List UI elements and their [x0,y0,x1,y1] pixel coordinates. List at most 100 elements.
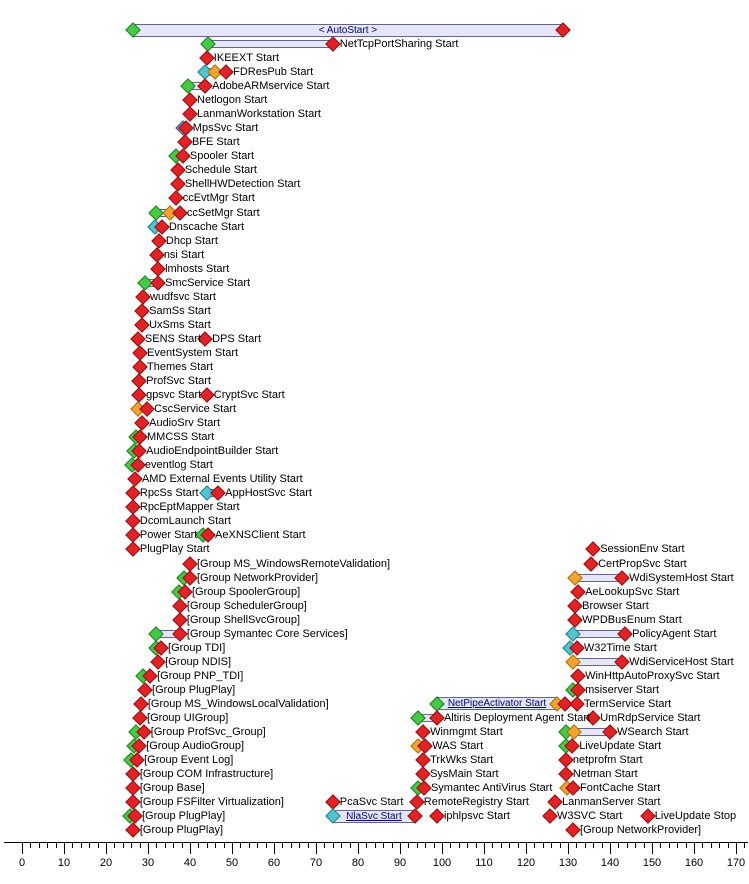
axis-minor-tick [593,843,595,848]
axis-major-tick [568,843,569,854]
axis-major-tick [106,843,107,854]
event-label: gpsvc Start [146,388,202,401]
event-label: NetTcpPortSharing Start [339,37,459,50]
axis-major-tick [232,843,233,854]
axis-tick-label: 120 [516,857,536,869]
axis-minor-tick [114,843,116,848]
event-label: netprofm Start [572,753,643,766]
axis-minor-tick [542,843,544,848]
event-label: [Group Base] [139,781,205,794]
axis-tick-label: 50 [225,857,239,869]
duration-bar[interactable]: NetPipeActivator Start [436,697,558,711]
axis-major-tick [442,843,443,854]
event-label: SENS Start [144,332,202,345]
event-label: SamSs Start [149,304,211,317]
axis-tick-label: 150 [642,857,662,869]
event-label: LiveUpdate Stop [654,809,737,822]
axis-minor-tick [282,843,284,848]
axis-minor-tick [248,843,250,848]
axis-minor-tick [223,843,225,848]
event-label: PcaSvc Start [339,795,404,808]
axis-major-tick [22,843,23,854]
axis-minor-tick [433,843,435,848]
axis-tick-label: 90 [393,857,407,869]
axis-minor-tick [215,843,217,848]
event-label: CertPropSvc Start [598,557,687,570]
axis-minor-tick [173,843,175,848]
axis-tick-label: 20 [99,857,113,869]
event-label: AudioSrv Start [149,416,221,429]
axis-minor-tick [391,843,393,848]
event-label: Dnscache Start [168,220,245,233]
axis-tick-label: 10 [57,857,71,869]
event-label: Browser Start [582,599,649,612]
event-label: AeXNSClient Start [215,529,306,542]
axis-minor-tick [332,843,334,848]
event-label: [Group SchedulerGroup] [186,599,307,612]
event-label: PlugPlay Start [139,543,210,556]
axis-minor-tick [374,843,376,848]
event-label: iphlpsvc Start [443,809,510,822]
event-label: WSearch Start [617,725,689,738]
event-label: [Group AudioGroup] [146,739,245,752]
event-label: ccEvtMgr Start [182,192,255,205]
event-label: WdiServiceHost Start [629,655,734,668]
bar-link-label[interactable]: NlaSvc Start [346,810,402,822]
axis-minor-tick [677,843,679,848]
axis-minor-tick [458,843,460,848]
event-label: Altiris Deployment Agent Start [443,711,591,724]
axis-minor-tick [685,843,687,848]
axis-minor-tick [500,843,502,848]
axis-tick-label: 0 [18,857,26,869]
axis-minor-tick [416,843,418,848]
event-label: [Group Symantec Core Services] [186,627,348,640]
event-label: [Group PlugPlay] [141,809,226,822]
event-label: WinHttpAutoProxySvc Start [585,669,720,682]
axis-minor-tick [89,843,91,848]
duration-bar[interactable]: < AutoStart > [132,23,563,37]
axis-minor-tick [349,843,351,848]
bar-link-label[interactable]: NetPipeActivator Start [447,698,547,710]
event-label: [Group TDI] [168,641,226,654]
axis-minor-tick [198,843,200,848]
event-label: DPS Start [212,332,262,345]
event-label: LanmanServer Start [561,795,661,808]
event-label: W32Time Start [583,641,657,654]
axis-tick-label: 100 [432,857,452,869]
event-label: msiserver Start [585,683,660,696]
axis-minor-tick [635,843,637,848]
axis-minor-tick [492,843,494,848]
event-label: ProfSvc Start [146,374,211,387]
event-label: RemoteRegistry Start [423,795,529,808]
event-label: EventSystem Start [147,346,239,359]
event-label: BFE Start [191,136,240,149]
axis-major-tick [190,843,191,854]
axis-minor-tick [181,843,183,848]
event-label: DcomLaunch Start [139,515,231,528]
axis-minor-tick [122,843,124,848]
event-label: LanmanWorkstation Start [197,107,321,120]
axis-tick-label: 80 [351,857,365,869]
axis-minor-tick [30,843,32,848]
axis-minor-tick [660,843,662,848]
event-label: CscService Start [154,402,237,415]
event-label: SysMain Start [430,767,499,780]
event-label: [Group SpoolerGroup] [191,585,301,598]
axis-minor-tick [55,843,57,848]
axis-tick-label: 30 [141,857,155,869]
axis-major-tick [358,843,359,854]
axis-minor-tick [206,843,208,848]
axis-minor-tick [240,843,242,848]
event-label: [Group MS_WindowsRemoteValidation] [197,557,390,570]
axis-minor-tick [38,843,40,848]
axis-minor-tick [97,843,99,848]
event-label: eventlog Start [144,458,213,471]
event-label: FDResPub Start [233,65,314,78]
axis-tick-label: 40 [183,857,197,869]
axis-minor-tick [450,843,452,848]
axis-tick-label: 70 [309,857,323,869]
duration-bar[interactable]: NlaSvc Start [332,809,416,823]
event-label: W3SVC Start [556,809,623,822]
event-label: AdobeARMservice Start [212,79,330,92]
